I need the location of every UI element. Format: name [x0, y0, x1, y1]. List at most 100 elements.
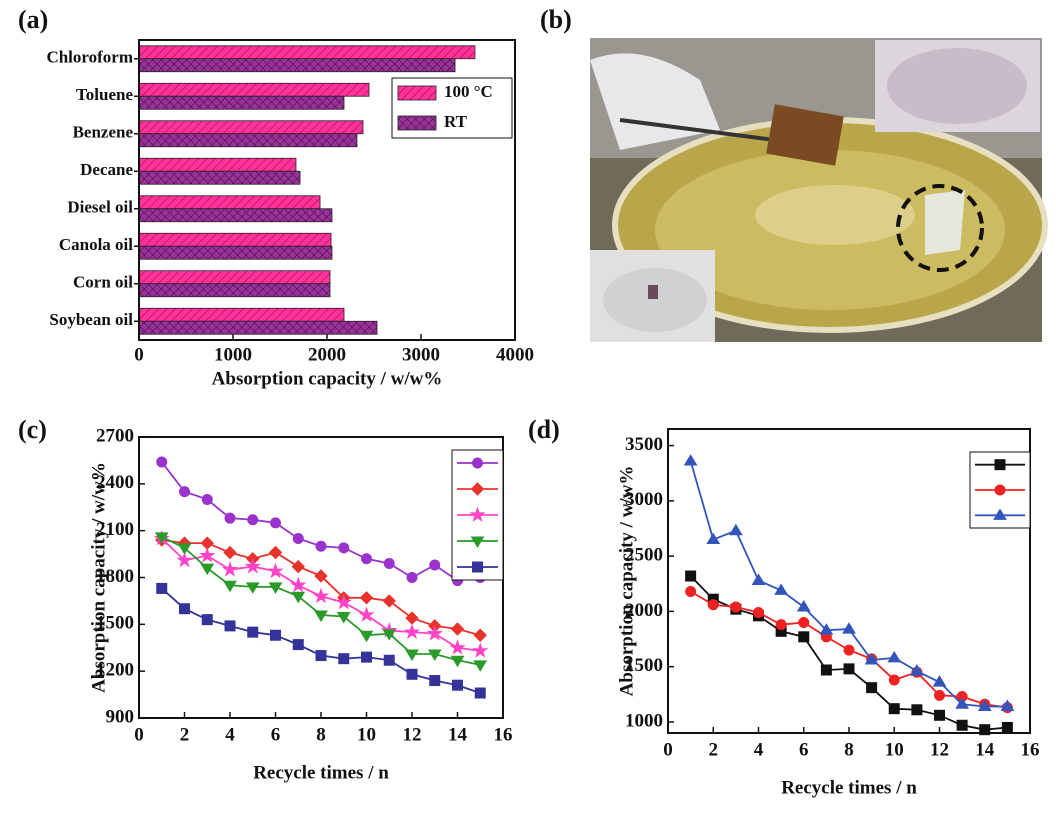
data-point: [407, 573, 417, 583]
legend-marker: [995, 460, 1005, 470]
data-point: [407, 669, 417, 679]
data-point: [475, 688, 485, 698]
x-tick-label: 16: [1021, 739, 1040, 760]
x-tick-label: 0: [134, 724, 144, 745]
category-label: Toluene: [76, 85, 133, 104]
data-point: [384, 558, 394, 568]
panel-label: (b): [540, 5, 572, 34]
data-point: [362, 554, 372, 564]
data-point: [798, 601, 810, 611]
data-point: [934, 676, 946, 686]
y-tick-label: 2700: [96, 425, 134, 446]
data-point: [405, 625, 418, 638]
bar: [139, 246, 332, 259]
x-tick-label: 2: [709, 739, 719, 760]
data-point: [362, 652, 372, 662]
data-point: [474, 644, 487, 657]
category-label: Decane: [80, 160, 133, 179]
data-point: [292, 561, 304, 573]
panel-label: (a): [18, 5, 48, 34]
legend-marker: [473, 562, 483, 572]
x-tick-label: 4000: [496, 344, 534, 365]
bar: [139, 196, 320, 209]
bar: [139, 308, 344, 321]
data-point: [157, 457, 167, 467]
data-point: [935, 690, 945, 700]
x-tick-label: 0: [134, 344, 144, 365]
bar: [139, 158, 296, 171]
data-point: [451, 641, 464, 654]
data-point: [361, 631, 373, 641]
x-axis-label: Recycle times / n: [253, 762, 389, 783]
figure: (b) (a)ChloroformTolueneBenzeneDecaneDie…: [0, 0, 1056, 812]
legend-label: RT: [444, 112, 468, 131]
category-label: Corn oil: [73, 273, 133, 292]
reflection: [755, 185, 915, 245]
data-point: [889, 675, 899, 685]
data-point: [753, 574, 765, 584]
bar: [139, 321, 377, 334]
data-point: [889, 704, 899, 714]
data-point: [224, 547, 236, 559]
data-point: [474, 629, 486, 641]
data-point: [292, 578, 305, 591]
legend-marker: [995, 485, 1005, 495]
data-point: [316, 651, 326, 661]
data-point: [474, 661, 486, 671]
sponge-floating: [925, 190, 965, 255]
data-point: [430, 560, 440, 570]
data-point: [799, 632, 809, 642]
bar: [139, 96, 344, 109]
legend-label: 100 °C: [444, 82, 493, 101]
data-point: [708, 600, 718, 610]
x-tick-label: 16: [494, 724, 513, 745]
data-point: [361, 592, 373, 604]
category-label: Chloroform: [46, 48, 133, 67]
data-point: [180, 604, 190, 614]
bar: [139, 134, 357, 147]
data-point: [202, 615, 212, 625]
data-point: [754, 608, 764, 618]
data-point: [935, 710, 945, 720]
x-axis-label: Absorption capacity / w/w%: [212, 368, 443, 389]
legend-swatch: [398, 116, 436, 130]
data-point: [843, 623, 855, 633]
x-tick-label: 12: [403, 724, 422, 745]
data-point: [157, 583, 167, 593]
data-point: [776, 620, 786, 630]
data-point: [453, 680, 463, 690]
bar: [139, 46, 475, 59]
panel-label: (c): [18, 415, 47, 444]
bar: [139, 121, 363, 134]
x-tick-label: 14: [448, 724, 468, 745]
data-point: [867, 683, 877, 693]
data-point: [271, 518, 281, 528]
x-tick-label: 12: [930, 739, 949, 760]
y-tick-label: 900: [106, 706, 135, 727]
bar: [139, 83, 369, 96]
data-point: [980, 725, 990, 735]
data-point: [339, 543, 349, 553]
data-point: [912, 705, 922, 715]
data-point: [452, 623, 464, 635]
data-point: [731, 602, 741, 612]
data-point: [685, 455, 697, 465]
data-point: [384, 655, 394, 665]
data-point: [293, 533, 303, 543]
x-tick-label: 8: [844, 739, 854, 760]
inset-top-dish: [887, 48, 1027, 124]
data-point: [821, 665, 831, 675]
bar: [139, 233, 331, 246]
x-tick-label: 4: [225, 724, 235, 745]
data-point: [314, 589, 327, 602]
data-point: [248, 627, 258, 637]
data-point: [270, 547, 282, 559]
panel-label: (d): [528, 415, 560, 444]
data-point: [844, 664, 854, 674]
bar: [139, 59, 455, 72]
data-point: [686, 571, 696, 581]
data-point: [339, 654, 349, 664]
x-tick-label: 3000: [402, 344, 440, 365]
inset-bottom-sponge: [648, 285, 658, 299]
bar: [139, 271, 330, 284]
